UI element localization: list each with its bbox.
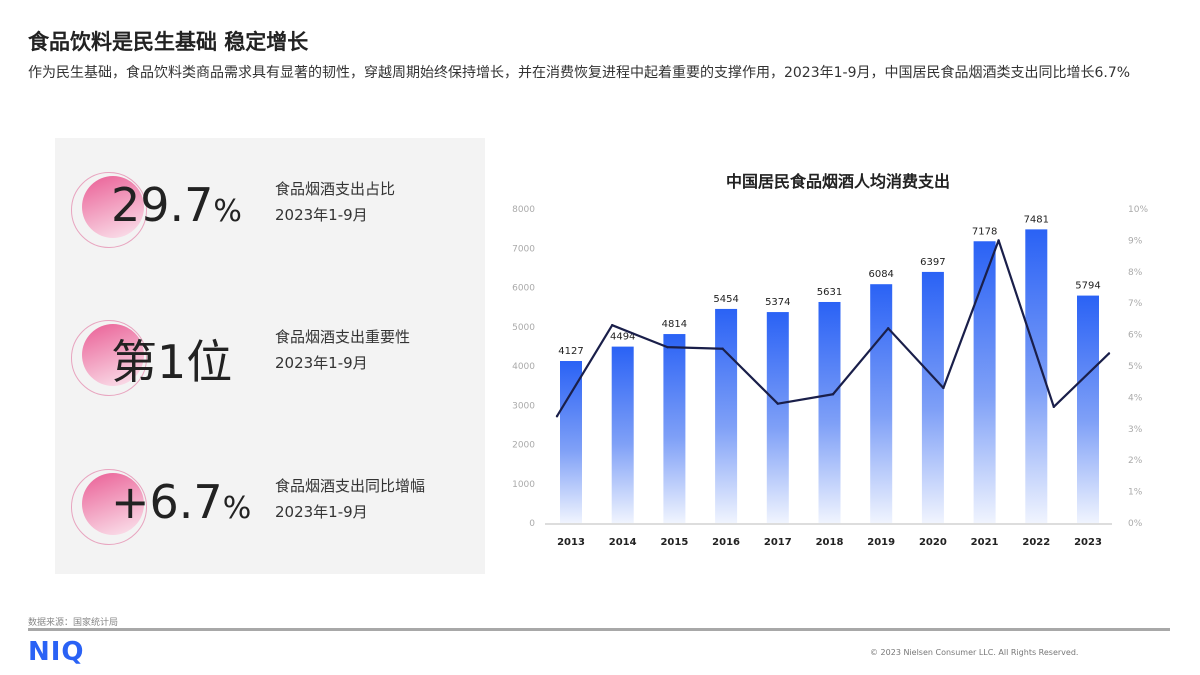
y2-tick-label: 5%	[1128, 362, 1143, 372]
footer-divider	[28, 628, 1170, 631]
bar	[663, 334, 686, 523]
stat-label: 食品烟酒支出重要性 2023年1-9月	[275, 328, 411, 372]
line-point	[1052, 405, 1055, 409]
stat-share: 29.7% 食品烟酒支出占比 2023年1-9月	[55, 168, 485, 268]
x-tick-label: 2023	[1074, 537, 1102, 548]
bar	[870, 284, 893, 523]
y2-tick-label: 1%	[1128, 488, 1143, 498]
y2-tick-label: 3%	[1128, 425, 1143, 435]
line-point	[831, 393, 835, 396]
y-tick-label: 2000	[512, 441, 535, 451]
line-point	[666, 345, 669, 349]
stat-rank: 第1位 食品烟酒支出重要性 2023年1-9月	[55, 316, 485, 416]
bar-value-label: 5454	[713, 294, 738, 305]
bar	[560, 361, 582, 523]
bar	[973, 241, 996, 523]
ring-decoration	[71, 172, 147, 248]
ring-decoration	[71, 469, 147, 545]
y-tick-label: 5000	[512, 323, 535, 333]
y-tick-label: 3000	[512, 401, 535, 411]
line-point	[942, 386, 945, 390]
stat-label: 食品烟酒支出占比 2023年1-9月	[275, 180, 396, 224]
bar	[766, 312, 789, 523]
x-tick-label: 2013	[557, 537, 585, 548]
bar-value-label: 4494	[610, 332, 635, 343]
bar	[1025, 229, 1048, 523]
stat-value: 第1位	[111, 335, 233, 389]
bar-value-label: 7481	[1024, 214, 1049, 225]
y-tick-label: 4000	[512, 362, 535, 372]
x-tick-label: 2018	[816, 537, 844, 548]
data-source: 数据来源：国家统计局	[28, 618, 119, 628]
line-point	[997, 239, 1000, 242]
y2-tick-label: 0%	[1128, 519, 1143, 529]
line-point	[776, 402, 779, 405]
page-title: 食品饮料是民生基础 稳定增长	[28, 30, 309, 54]
bar-value-label: 6084	[868, 269, 893, 280]
x-tick-label: 2020	[919, 537, 947, 548]
x-tick-label: 2022	[1022, 537, 1050, 548]
niq-logo: NIQ	[28, 637, 85, 667]
chart-title: 中国居民食品烟酒人均消费支出	[726, 172, 950, 191]
y2-tick-label: 7%	[1128, 299, 1143, 309]
y-tick-label: 7000	[512, 244, 535, 254]
bar-value-label: 5374	[765, 297, 790, 308]
page-subtitle: 作为民生基础，食品饮料类商品需求具有显著的韧性，穿越周期始终保持增长，并在消费恢…	[28, 65, 1131, 81]
x-tick-label: 2016	[712, 537, 740, 548]
line-point	[611, 323, 614, 327]
pink-circle-decoration	[82, 324, 144, 386]
x-tick-label: 2017	[764, 537, 792, 548]
bar	[921, 271, 944, 523]
y2-tick-label: 2%	[1128, 456, 1143, 466]
y2-tick-label: 10%	[1128, 205, 1148, 215]
line-point	[887, 327, 890, 330]
chart: 中国居民食品烟酒人均消费支出 0 1000 2000 3000 4000 5000 6000…	[512, 172, 1148, 548]
copyright: © 2023 Nielsen Consumer LLC. All Rights …	[870, 648, 1079, 657]
bar-value-label: 4127	[558, 346, 583, 357]
stat-label: 食品烟酒支出同比增幅 2023年1-9月	[275, 477, 426, 521]
line-point	[555, 415, 559, 418]
bar	[1077, 295, 1099, 523]
y-tick-label: 1000	[512, 480, 535, 490]
y-tick-label: 6000	[512, 284, 535, 294]
ring-decoration	[71, 320, 147, 396]
bar-value-label: 5631	[817, 287, 842, 298]
line-point	[1107, 352, 1111, 355]
bar	[611, 346, 634, 523]
stat-value: +6.7%	[111, 475, 252, 529]
x-tick-label: 2021	[971, 537, 999, 548]
y-tick-label: 8000	[512, 205, 535, 215]
x-tick-label: 2015	[660, 537, 688, 548]
x-tick-label: 2019	[867, 537, 895, 548]
y2-tick-label: 6%	[1128, 331, 1143, 341]
bar-value-label: 6397	[920, 257, 945, 268]
y-tick-label: 0	[529, 519, 535, 529]
stats-card: 29.7% 食品烟酒支出占比 2023年1-9月 第1位 食品烟酒支出重要性 202…	[55, 138, 485, 574]
x-tick-label: 2014	[609, 537, 637, 548]
y2-tick-label: 4%	[1128, 393, 1143, 403]
stat-value: 29.7%	[111, 178, 242, 232]
y2-tick-label: 8%	[1128, 268, 1143, 278]
stat-growth: +6.7% 食品烟酒支出同比增幅 2023年1-9月	[55, 465, 485, 565]
bar-value-label: 4814	[662, 319, 687, 330]
bar	[715, 308, 738, 523]
pink-circle-decoration	[82, 473, 144, 535]
bar-value-label: 7178	[972, 226, 997, 237]
bar	[818, 301, 841, 523]
y2-tick-label: 9%	[1128, 236, 1143, 246]
line-point	[721, 347, 724, 350]
bar-value-label: 5794	[1075, 281, 1100, 292]
pink-circle-decoration	[82, 176, 144, 238]
